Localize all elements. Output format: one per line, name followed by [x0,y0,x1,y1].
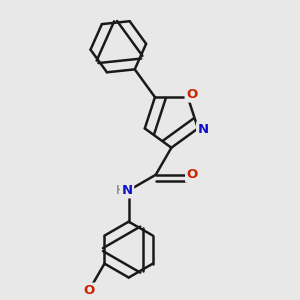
Text: O: O [83,284,94,297]
Text: O: O [187,168,198,181]
Text: O: O [186,88,197,101]
Text: N: N [198,123,209,136]
Text: N: N [122,184,133,197]
Text: H: H [116,184,125,197]
